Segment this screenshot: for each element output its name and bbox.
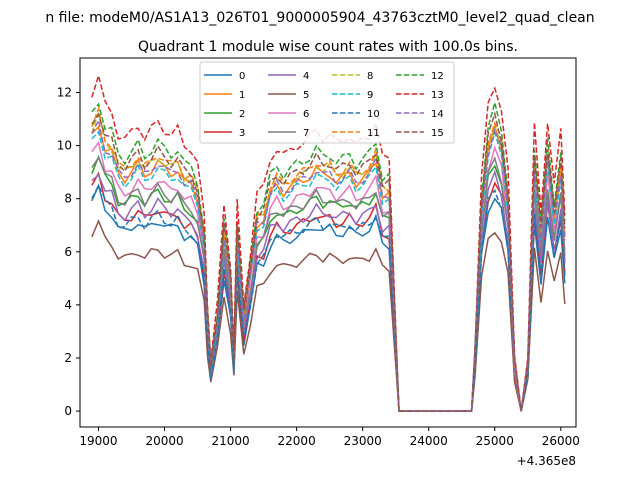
series-line-7 [91,155,566,412]
series-line-0 [91,183,566,412]
series-line-12 [91,102,566,412]
x-tick-label: 26000 [542,434,580,448]
series-line-3 [91,171,566,412]
legend-label-13: 13 [431,90,444,101]
series-line-13 [91,72,566,412]
y-tick-label: 12 [57,86,72,100]
legend-label-0: 0 [239,71,245,82]
x-tick-label: 25000 [476,434,514,448]
legend-label-14: 14 [431,109,444,120]
series-line-15 [91,111,566,412]
y-tick-label: 8 [64,192,72,206]
legend-label-2: 2 [239,109,245,120]
legend-label-12: 12 [431,71,444,82]
legend-label-4: 4 [303,71,309,82]
series-line-6 [91,140,566,412]
y-tick-label: 0 [64,404,72,418]
legend-label-5: 5 [303,90,309,101]
legend-label-11: 11 [367,128,380,139]
legend-label-6: 6 [303,109,309,120]
legend-label-9: 9 [367,90,373,101]
series-line-2 [91,154,566,412]
series-line-10 [91,183,566,412]
series-line-14 [91,118,566,412]
chart-title: Quadrant 1 module wise count rates with … [138,39,518,55]
legend-label-8: 8 [367,71,373,82]
x-tick-label: 19000 [79,434,117,448]
plot-frame [79,57,577,428]
legend-label-1: 1 [239,90,245,101]
y-tick-label: 10 [57,139,72,153]
y-tick-label: 6 [64,245,72,259]
series-layer [91,72,566,412]
x-tick-label: 23000 [344,434,382,448]
figure-suptitle: n file: modeM0/AS1A13_026T01_9000005904_… [45,10,594,26]
x-offset-label: +4.365e8 [517,454,576,468]
y-axis: 0 2 4 6 8 10 12 [57,86,80,418]
series-line-11 [91,106,566,412]
y-tick-label: 4 [64,298,72,312]
y-tick-label: 2 [64,351,72,365]
x-tick-label: 20000 [145,434,183,448]
series-line-4 [91,169,566,412]
legend-frame [199,61,455,144]
legend-label-7: 7 [303,128,309,139]
x-tick-label: 24000 [410,434,448,448]
series-line-5 [91,218,566,412]
x-tick-label: 21000 [211,434,249,448]
legend-label-10: 10 [367,109,380,120]
x-axis: 19000 20000 21000 22000 23000 24000 25000 26000 [79,427,580,448]
legend-label-3: 3 [239,128,245,139]
legend-label-15: 15 [431,128,444,139]
x-tick-label: 22000 [278,434,316,448]
